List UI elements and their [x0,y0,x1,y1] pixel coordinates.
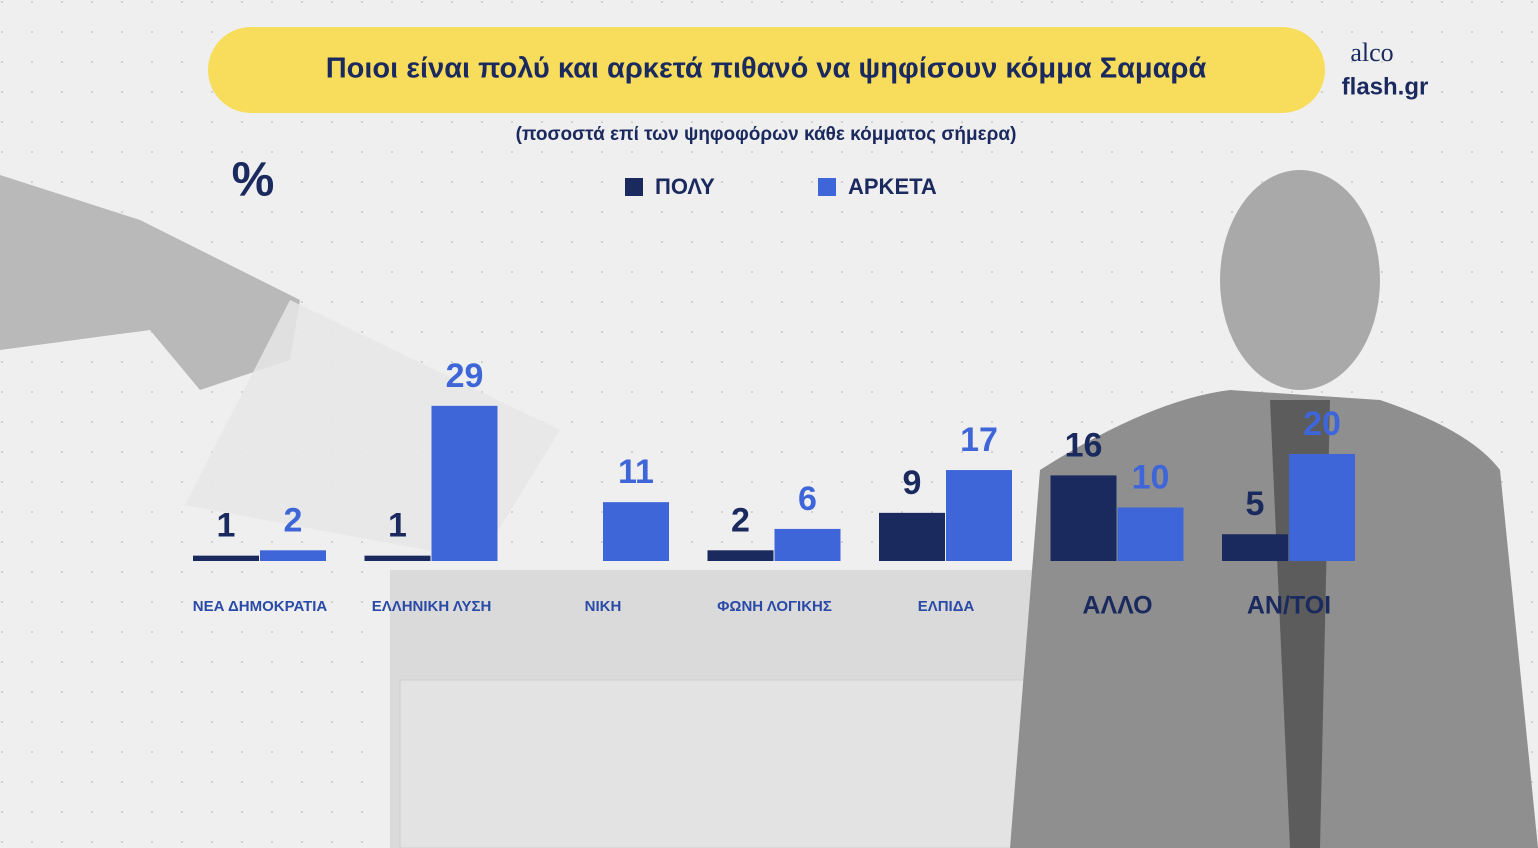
bar [1050,475,1117,561]
portrait-body [1010,390,1538,848]
x-tick-label: ΕΛΛΗΝΙΚΗ ΛΥΣΗ [372,598,492,615]
value-label: 2 [284,501,303,539]
x-tick-label: ΕΛΠΙΔΑ [918,598,975,615]
bar [1289,454,1355,561]
ballot-box-front [399,679,1061,848]
x-tick-label: ΝΕΑ ΔΗΜΟΚΡΑΤΙΑ [193,598,328,615]
legend-label: ΑΡΚΕΤΑ [848,174,937,199]
x-tick-label: ΑΛΛΟ [1082,592,1152,620]
bar [603,502,669,561]
legend-swatch [818,178,836,196]
value-label: 17 [960,421,998,459]
brand: flash.gr [1342,73,1429,100]
value-label: 11 [618,453,654,491]
bar [1222,534,1288,561]
bar [431,405,498,561]
hand [0,175,300,390]
value-label: 5 [1246,485,1265,523]
value-label: 2 [731,501,750,539]
value-label: 9 [903,464,922,502]
title-pill [208,27,1325,113]
bar [946,470,1012,561]
x-tick-label: ΦΩΝΗ ΛΟΓΙΚΗΣ [717,598,832,615]
value-label: 20 [1303,405,1341,443]
bar [193,555,259,561]
chart-subtitle: (ποσοστά επί των ψηφοφόρων κάθε κόμματος… [516,124,1017,145]
value-label: 1 [388,507,407,545]
value-label: 29 [446,357,484,395]
value-label: 1 [217,507,236,545]
bar [1117,507,1184,561]
legend-label: ΠΟΛΥ [655,174,715,199]
unit-label: % [232,154,275,207]
bar [774,528,841,561]
brand: alco [1350,38,1393,67]
x-tick-label: ΑΝ/ΤΟΙ [1247,592,1331,620]
bar [364,555,431,561]
bar [260,550,326,561]
bar [707,550,774,561]
bar [879,512,945,561]
x-tick-label: ΝΙΚΗ [585,598,622,615]
legend-swatch [625,178,643,196]
value-label: 10 [1132,458,1170,496]
chart-title: Ποιοι είναι πολύ και αρκετά πιθανό να ψη… [326,53,1207,85]
value-label: 16 [1065,426,1103,464]
portrait-head [1220,170,1380,390]
value-label: 6 [798,480,817,518]
